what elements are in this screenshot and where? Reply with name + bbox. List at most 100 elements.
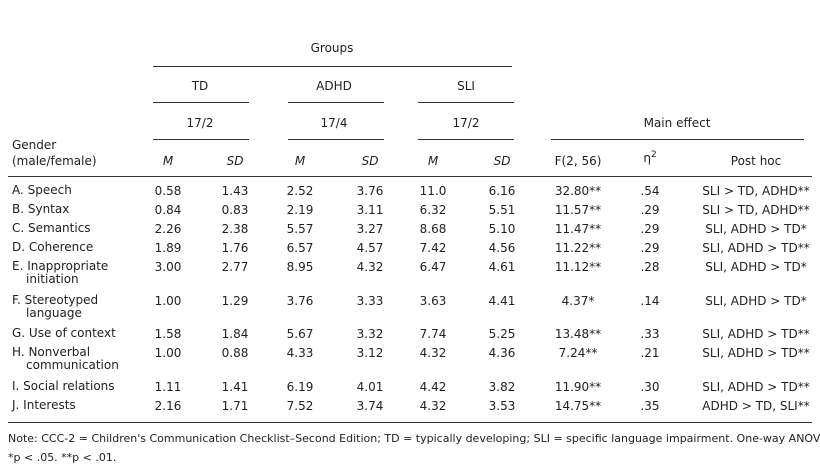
cell-adhd-sd: 4.57 bbox=[356, 241, 384, 255]
cell-adhd-m: 6.19 bbox=[286, 380, 314, 394]
cell-td-sd: 0.88 bbox=[221, 346, 249, 360]
cell-adhd-sd: 3.27 bbox=[356, 222, 384, 236]
cell-f: 11.57** bbox=[554, 203, 602, 217]
cell-eta: .54 bbox=[640, 184, 660, 198]
cell-adhd-sd: 3.32 bbox=[356, 327, 384, 341]
cell-td-sd: 0.83 bbox=[221, 203, 249, 217]
group-name-adhd: ADHD bbox=[316, 79, 352, 93]
cell-td-sd: 2.77 bbox=[221, 260, 249, 274]
gender-label: Gender (male/female) bbox=[12, 137, 97, 169]
row-label-line: H. Nonverbal bbox=[12, 345, 91, 359]
main-effect-header: Main effect bbox=[643, 116, 711, 130]
cell-f: 14.75** bbox=[554, 399, 602, 413]
ratio-sli: 17/2 bbox=[452, 116, 480, 130]
cell-td-sd: 1.84 bbox=[221, 327, 249, 341]
col-adhd-sd: SD bbox=[361, 154, 379, 168]
row-label-line: C. Semantics bbox=[12, 221, 91, 235]
cell-sli-m: 6.47 bbox=[419, 260, 447, 274]
cell-sli-sd: 4.61 bbox=[488, 260, 516, 274]
cell-adhd-m: 6.57 bbox=[286, 241, 314, 255]
cell-sli-sd: 5.51 bbox=[488, 203, 516, 217]
cell-sli-m: 8.68 bbox=[419, 222, 447, 236]
cell-posthoc: ADHD > TD, SLI** bbox=[702, 399, 810, 413]
cell-sli-m: 7.74 bbox=[419, 327, 447, 341]
table-bottom-rule bbox=[8, 422, 812, 423]
row-label-line: communication bbox=[26, 358, 119, 372]
col-sli-m: M bbox=[427, 154, 439, 168]
table-note-sig: *p < .05. **p < .01. bbox=[8, 451, 117, 464]
row-label: I. Social relations bbox=[12, 380, 115, 393]
cell-posthoc: SLI, ADHD > TD** bbox=[702, 380, 810, 394]
cell-sli-sd: 6.16 bbox=[488, 184, 516, 198]
cell-eta: .33 bbox=[640, 327, 660, 341]
cell-td-m: 1.00 bbox=[154, 294, 182, 308]
ratio-td: 17/2 bbox=[186, 116, 214, 130]
sli-ratio-rule bbox=[418, 139, 514, 140]
group-name-sli: SLI bbox=[457, 79, 475, 93]
cell-f: 11.90** bbox=[554, 380, 602, 394]
cell-adhd-sd: 3.12 bbox=[356, 346, 384, 360]
cell-adhd-m: 4.33 bbox=[286, 346, 314, 360]
cell-eta: .21 bbox=[640, 346, 660, 360]
cell-f: 13.48** bbox=[554, 327, 602, 341]
cell-td-sd: 1.41 bbox=[221, 380, 249, 394]
cell-adhd-sd: 3.11 bbox=[356, 203, 384, 217]
cell-td-sd: 1.43 bbox=[221, 184, 249, 198]
cell-eta: .35 bbox=[640, 399, 660, 413]
table-note: Note: CCC-2 = Children's Communication C… bbox=[8, 432, 820, 445]
cell-td-sd: 1.76 bbox=[221, 241, 249, 255]
cell-sli-sd: 5.25 bbox=[488, 327, 516, 341]
row-label-line: J. Interests bbox=[12, 398, 76, 412]
cell-posthoc: SLI, ADHD > TD** bbox=[702, 241, 810, 255]
row-label: E. Inappropriate initiation bbox=[12, 260, 108, 286]
gender-label-line2: (male/female) bbox=[12, 154, 97, 168]
col-posthoc: Post hoc bbox=[730, 154, 782, 168]
col-td-m: M bbox=[162, 154, 174, 168]
cell-eta: .14 bbox=[640, 294, 660, 308]
cell-sli-sd: 4.41 bbox=[488, 294, 516, 308]
cell-f: 32.80** bbox=[554, 184, 602, 198]
cell-eta: .30 bbox=[640, 380, 660, 394]
cell-td-m: 2.16 bbox=[154, 399, 182, 413]
cell-sli-m: 4.42 bbox=[419, 380, 447, 394]
cell-f: 11.47** bbox=[554, 222, 602, 236]
cell-eta: .29 bbox=[640, 222, 660, 236]
groups-header: Groups bbox=[310, 41, 354, 55]
cell-td-m: 1.58 bbox=[154, 327, 182, 341]
gender-label-line1: Gender bbox=[12, 138, 57, 152]
row-label-line: F. Stereotyped bbox=[12, 293, 99, 307]
cell-posthoc: SLI, ADHD > TD* bbox=[705, 260, 807, 274]
header-bottom-rule bbox=[8, 176, 812, 177]
cell-adhd-sd: 3.33 bbox=[356, 294, 384, 308]
row-label: B. Syntax bbox=[12, 203, 69, 216]
cell-eta: .29 bbox=[640, 241, 660, 255]
cell-td-m: 1.11 bbox=[154, 380, 182, 394]
main-effect-rule bbox=[551, 139, 804, 140]
row-label-line: A. Speech bbox=[12, 183, 72, 197]
cell-adhd-sd: 4.01 bbox=[356, 380, 384, 394]
cell-td-m: 0.58 bbox=[154, 184, 182, 198]
cell-f: 11.12** bbox=[554, 260, 602, 274]
row-label: C. Semantics bbox=[12, 222, 91, 235]
row-label: J. Interests bbox=[12, 399, 76, 412]
cell-td-m: 2.26 bbox=[154, 222, 182, 236]
cell-td-m: 0.84 bbox=[154, 203, 182, 217]
cell-adhd-sd: 3.74 bbox=[356, 399, 384, 413]
ratio-adhd: 17/4 bbox=[320, 116, 348, 130]
cell-posthoc: SLI, ADHD > TD** bbox=[702, 346, 810, 360]
row-label: G. Use of context bbox=[12, 327, 116, 340]
row-label-line: initiation bbox=[26, 272, 79, 286]
cell-f: 7.24** bbox=[558, 346, 598, 360]
cell-eta: .29 bbox=[640, 203, 660, 217]
cell-posthoc: SLI, ADHD > TD* bbox=[705, 222, 807, 236]
col-td-sd: SD bbox=[226, 154, 244, 168]
row-label: F. Stereotyped language bbox=[12, 294, 98, 320]
cell-sli-m: 4.32 bbox=[419, 346, 447, 360]
cell-posthoc: SLI, ADHD > TD* bbox=[705, 294, 807, 308]
col-eta: η2 bbox=[643, 150, 657, 165]
row-label: D. Coherence bbox=[12, 241, 93, 254]
cell-adhd-m: 2.52 bbox=[286, 184, 314, 198]
col-sli-sd: SD bbox=[493, 154, 511, 168]
cell-td-m: 1.00 bbox=[154, 346, 182, 360]
col-f: F(2, 56) bbox=[554, 154, 602, 168]
